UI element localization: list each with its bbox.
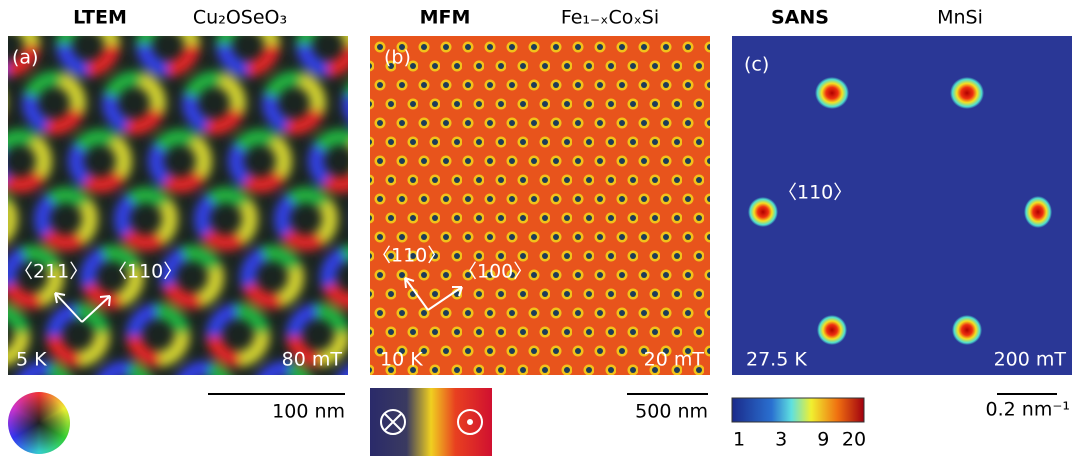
material: MnSi	[937, 7, 983, 29]
skyrmion-arc	[0, 195, 5, 204]
skyrmion-arc	[119, 398, 148, 417]
technique: MFM	[420, 7, 471, 29]
temperature: 10 K	[380, 349, 423, 371]
skyrmion-arc	[211, 195, 245, 204]
colorbar-tick-label: 9	[817, 429, 829, 451]
field: 200 mT	[994, 349, 1067, 371]
field: 80 mT	[282, 349, 343, 371]
skyrmion-arc	[282, 200, 291, 234]
skyrmion-arc	[321, 204, 330, 238]
skyrmion-arc	[0, 45, 8, 69]
skyrmion-arc	[101, 369, 130, 388]
skyrmion-arc	[241, 204, 250, 238]
skyrmion-arc	[0, 234, 1, 243]
colorbar	[732, 398, 864, 422]
scale-bar-label: 500 nm	[635, 401, 708, 423]
colorbar-tick-label: 20	[842, 429, 866, 451]
skyrmion-arc	[131, 195, 165, 204]
skyrmion-arc	[180, 388, 199, 417]
skyrmion-arc	[181, 369, 210, 388]
direction: 〈211〉	[14, 261, 88, 283]
skyrmion-arc	[0, 147, 6, 180]
skyrmion-arc	[362, 200, 371, 234]
skyrmion-arc	[261, 369, 290, 388]
skyrmion-arc	[207, 234, 241, 243]
direction: 〈100〉	[458, 261, 532, 283]
skyrmion-arc	[0, 21, 8, 45]
temperature: 27.5 K	[746, 349, 807, 371]
skyrmion-arc	[354, 141, 364, 174]
panel-label: (c)	[744, 54, 769, 76]
mfm-image	[370, 36, 710, 375]
colorbar-ticks: 1 3 9 20	[733, 429, 866, 451]
figure: LTEM Cu₂OSeO₃ MFM Fe₁₋ₓCoₓSi SANS MnSi (…	[0, 0, 1085, 461]
skyrmion-arc	[341, 369, 370, 388]
panel-label: (b)	[384, 47, 411, 69]
figure-svg: LTEM Cu₂OSeO₃ MFM Fe₁₋ₓCoₓSi SANS MnSi (…	[0, 0, 1085, 461]
mfm-legend	[370, 388, 492, 456]
skyrmion-arc	[287, 234, 321, 243]
skyrmion-arc	[81, 204, 90, 238]
direction: 〈110〉	[108, 261, 182, 283]
skyrmion-arc	[51, 195, 85, 204]
skyrmion-arc	[21, 369, 50, 388]
skyrmion-arc	[161, 204, 170, 238]
field: 20 mT	[644, 349, 705, 371]
material: Fe₁₋ₓCoₓSi	[561, 7, 659, 29]
scale-bar-label: 0.2 nm⁻¹	[986, 399, 1070, 421]
skyrmion-arc	[42, 200, 51, 234]
temperature: 5 K	[16, 349, 47, 371]
skyrmion-arc	[291, 195, 325, 204]
scale-bar-label: 100 nm	[272, 401, 345, 423]
material: Cu₂OSeO₃	[193, 7, 287, 29]
panel-label: (a)	[12, 47, 38, 69]
skyrmion-arc	[47, 234, 81, 243]
technique: LTEM	[73, 7, 127, 29]
color-wheel	[8, 392, 70, 454]
skyrmion-arc	[1, 204, 10, 238]
colorbar-tick-label: 3	[775, 429, 787, 451]
skyrmion-arc	[202, 200, 211, 234]
sans-image	[732, 36, 1072, 375]
skyrmion-arc	[127, 234, 161, 243]
colorbar-tick-label: 1	[733, 429, 745, 451]
direction: 〈110〉	[778, 182, 852, 204]
technique: SANS	[771, 7, 829, 29]
skyrmion-arc	[350, 96, 367, 126]
skyrmion-arc	[122, 200, 131, 234]
skyrmion-arc	[100, 388, 119, 417]
skyrmion-arc	[199, 398, 228, 417]
direction: 〈110〉	[372, 245, 446, 267]
skyrmion-arc	[129, 370, 148, 399]
